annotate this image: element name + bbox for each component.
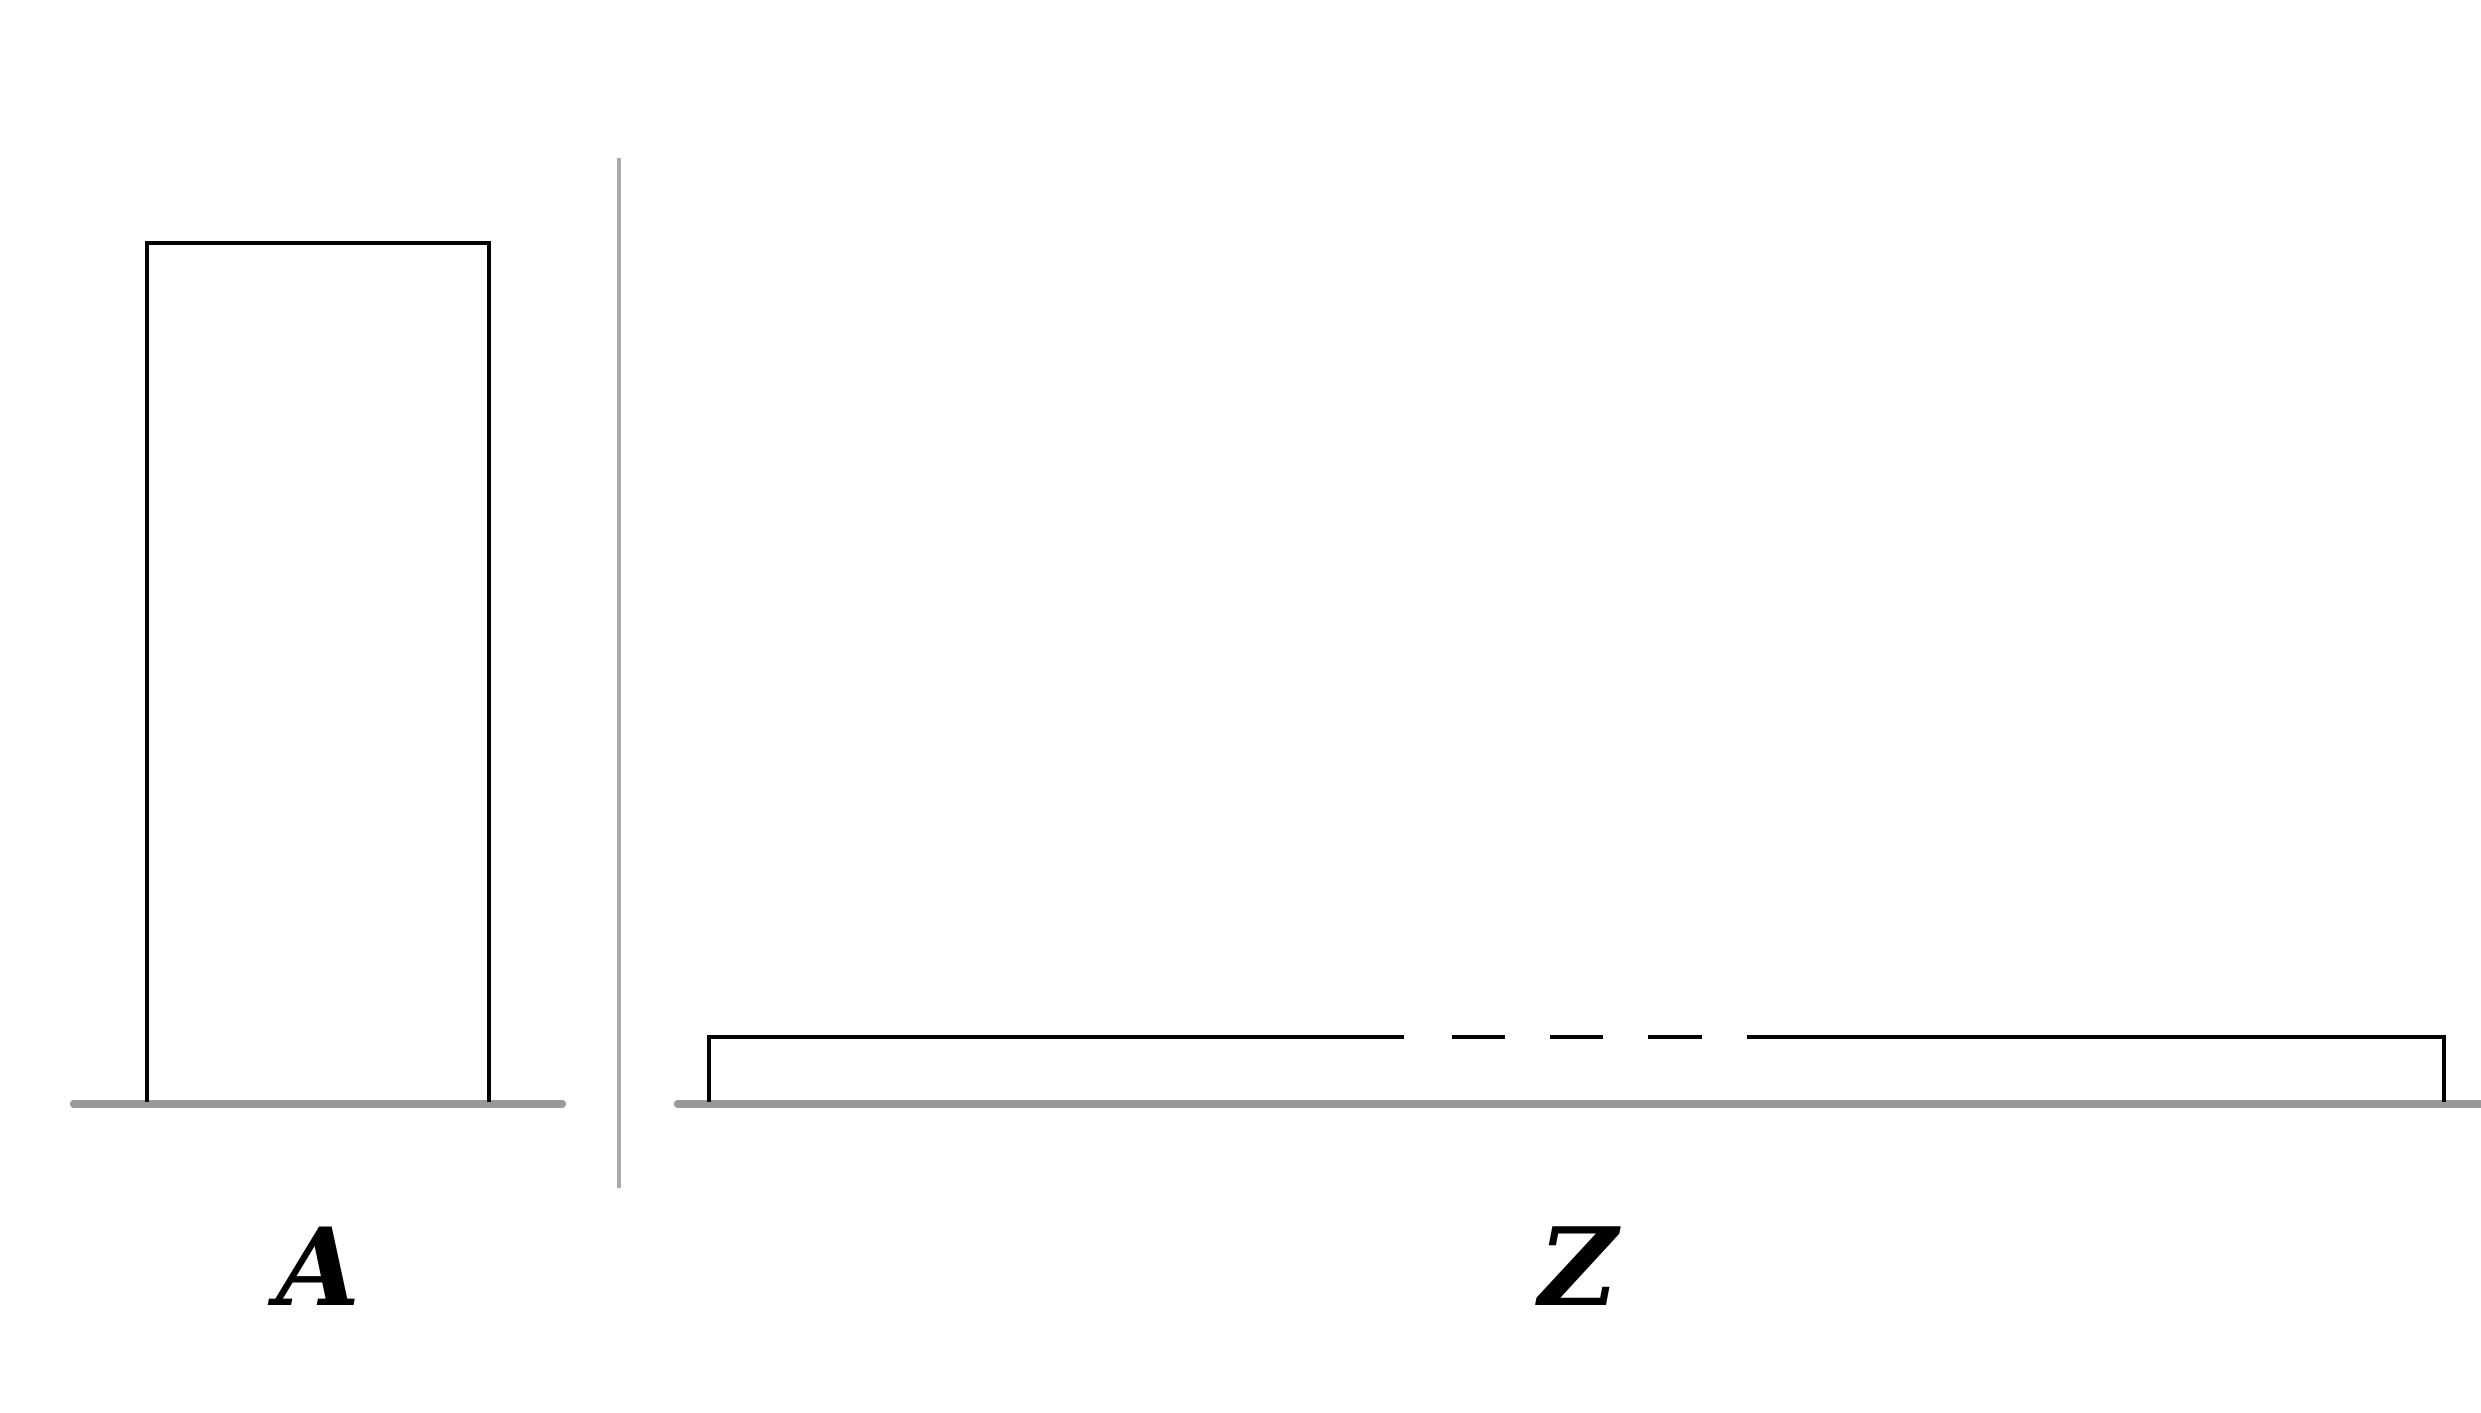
panel-a-label: A	[267, 1205, 360, 1331]
panel-a: A	[70, 241, 566, 1331]
panel-z-flat-rectangle-left	[707, 1035, 1404, 1102]
panel-z-label: Z	[1535, 1205, 1622, 1331]
panel-z: Z	[674, 1035, 2481, 1331]
panel-a-tall-rectangle	[145, 241, 491, 1102]
panel-z-flat-rectangle-right	[1747, 1035, 2446, 1102]
